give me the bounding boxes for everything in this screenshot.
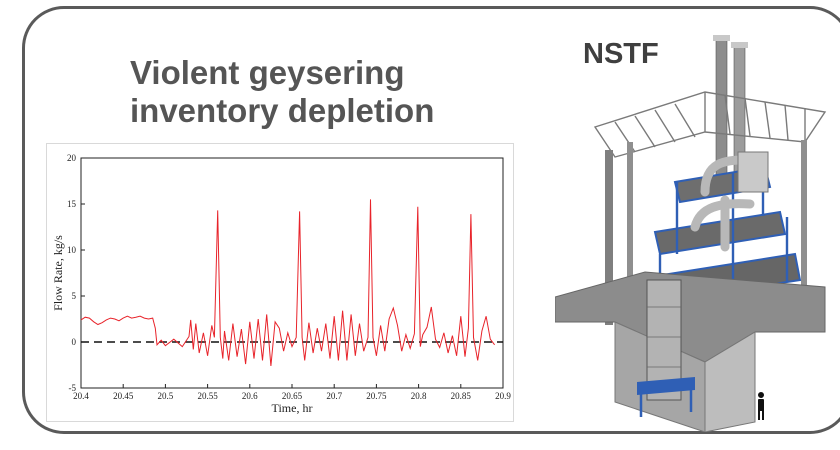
x-tick-label: 20.65 xyxy=(282,391,303,401)
x-axis-label: Time, hr xyxy=(272,401,313,415)
x-tick-label: 20.6 xyxy=(242,391,258,401)
platform-legs xyxy=(639,389,693,417)
y-tick-label: 5 xyxy=(72,291,77,301)
person-icon xyxy=(758,392,764,420)
column-left-2 xyxy=(627,142,633,312)
flow-rate-chart: 20.4 20.45 20.5 20.55 20.6 20.65 20.7 20.75 20.8… xyxy=(46,143,514,422)
x-tick-label: 20.5 xyxy=(158,391,174,401)
y-tick-label: 20 xyxy=(67,153,77,163)
y-tick-label: 15 xyxy=(67,199,77,209)
facility-label: NSTF xyxy=(583,38,659,70)
x-tick-label: 20.9 xyxy=(495,391,511,401)
slide-title: Violent geysering inventory depletion xyxy=(130,54,490,130)
x-tick-label: 20.85 xyxy=(451,391,472,401)
x-tick-label: 20.55 xyxy=(197,391,218,401)
x-tick-label: 20.4 xyxy=(73,391,89,401)
flow-rate-series-line xyxy=(80,199,495,366)
pit-wall-right xyxy=(704,331,756,432)
x-tick-label: 20.8 xyxy=(411,391,427,401)
y-tick-label: 10 xyxy=(67,245,77,255)
blue-platform xyxy=(637,377,695,395)
y-axis-label: Flow Rate, kg/s xyxy=(51,235,65,311)
stack-cap-left xyxy=(713,35,730,41)
title-line-1: Violent geysering xyxy=(130,54,405,91)
y-tick-label: 0 xyxy=(72,337,77,347)
y-tick-label: -5 xyxy=(69,383,77,393)
plot-frame xyxy=(80,157,504,389)
cabinet-panels xyxy=(647,306,681,368)
stack-cap-right xyxy=(731,42,748,48)
air-cooler-unit xyxy=(737,151,769,193)
column-left xyxy=(605,150,613,325)
title-line-2: inventory depletion xyxy=(130,92,435,129)
chart-svg: 20.4 20.45 20.5 20.55 20.6 20.65 20.7 20.75 20.8… xyxy=(51,153,511,415)
nstf-facility-icon xyxy=(555,35,827,432)
base-slab xyxy=(555,271,826,363)
x-axis-ticks: 20.4 20.45 20.5 20.55 20.6 20.65 20.7 20.75 20.8… xyxy=(73,384,511,401)
x-tick-label: 20.75 xyxy=(366,391,387,401)
x-tick-label: 20.45 xyxy=(113,391,134,401)
middle-deck xyxy=(653,210,787,256)
x-tick-label: 20.7 xyxy=(326,391,342,401)
y-axis-ticks: -5 0 5 10 15 20 xyxy=(67,153,85,393)
column-right xyxy=(801,140,807,300)
